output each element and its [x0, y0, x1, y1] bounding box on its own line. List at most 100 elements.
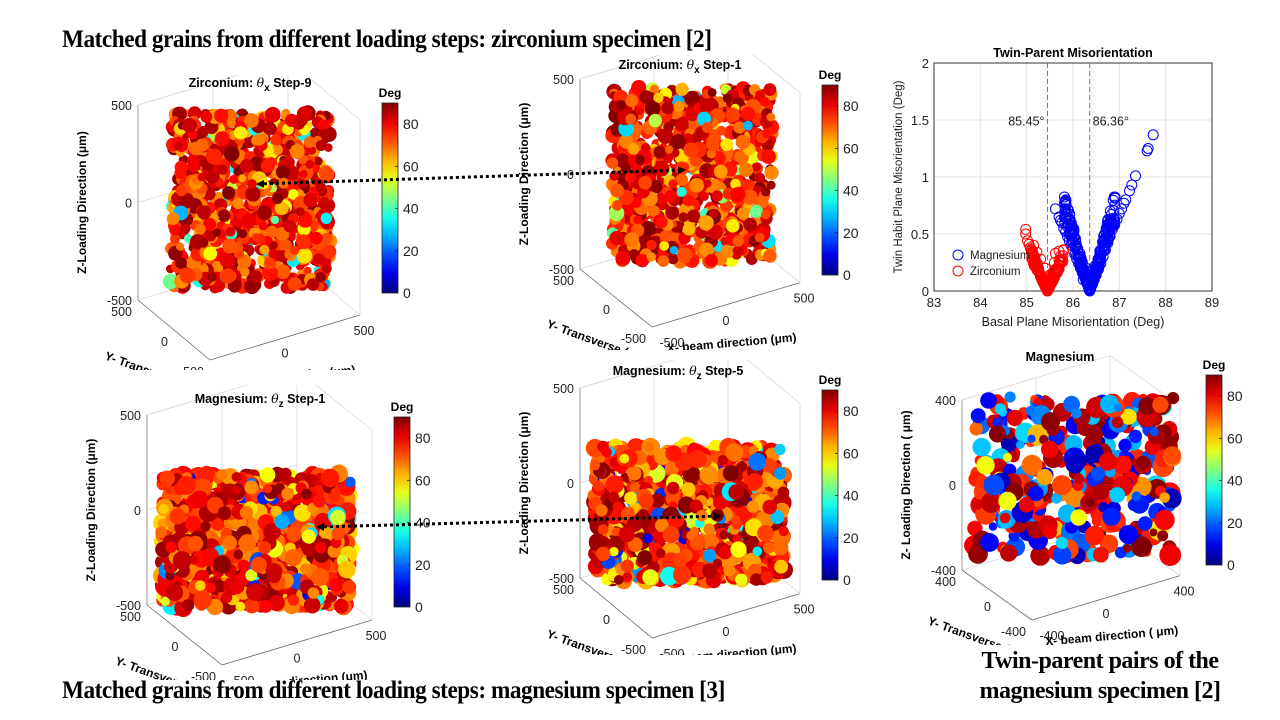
x-tick-label: 0 [294, 652, 301, 666]
grain [266, 568, 282, 584]
data-point [1032, 263, 1044, 274]
grain [764, 165, 779, 180]
grain [754, 232, 765, 243]
grain [606, 157, 619, 169]
grain [675, 82, 689, 96]
grain [730, 187, 746, 202]
z-tick-label: 400 [935, 394, 956, 408]
grain [322, 244, 337, 259]
grain [740, 106, 756, 121]
grain [673, 101, 685, 113]
grain [762, 499, 777, 515]
grain [1111, 416, 1124, 428]
x-tick-label: 87 [1112, 295, 1126, 310]
grain [1118, 525, 1138, 545]
colorbar-tick-label: 60 [415, 472, 431, 488]
grain [1028, 485, 1044, 502]
grain [698, 98, 714, 114]
grain [609, 547, 619, 557]
grain [646, 252, 656, 262]
grain [643, 441, 655, 453]
grain [190, 490, 209, 509]
grain [699, 465, 719, 485]
grain [246, 583, 264, 601]
grain [689, 155, 702, 167]
grain [735, 134, 751, 150]
grain [970, 408, 986, 424]
grain [707, 88, 717, 97]
grain [752, 162, 761, 172]
colorbar-tick-label: 80 [403, 116, 419, 132]
grain [667, 253, 679, 265]
grain [229, 174, 239, 184]
grain [238, 229, 248, 239]
grain [595, 504, 608, 517]
grain [330, 509, 346, 526]
grain [320, 468, 340, 488]
grain [1043, 525, 1057, 540]
grid-line [961, 377, 1037, 401]
grain [748, 452, 767, 471]
grain-cloud [162, 105, 338, 295]
grain [270, 505, 282, 518]
x-axis-label: X- beam direction (μm) [225, 363, 356, 370]
grain [701, 122, 713, 133]
grain [752, 546, 763, 557]
grain [1050, 492, 1063, 504]
grain [185, 515, 201, 532]
grid-line [137, 299, 211, 361]
data-point [1074, 250, 1086, 262]
colorbar [1205, 374, 1223, 566]
plot-title: Zirconium: θx Step-9 [189, 75, 312, 94]
grain [226, 118, 237, 128]
grain [777, 486, 790, 499]
grain [653, 92, 664, 103]
grain [972, 437, 991, 457]
data-point [1102, 215, 1114, 227]
plot-title: Magnesium: θz Step-5 [613, 363, 744, 382]
colorbar [393, 416, 411, 608]
grain [627, 142, 640, 155]
colorbar [821, 389, 839, 581]
grain [650, 493, 665, 508]
x-tick-label: 83 [927, 295, 941, 310]
y-tick-label: -500 [621, 643, 646, 655]
grain [188, 141, 203, 155]
grain [726, 219, 740, 233]
grain [689, 257, 699, 266]
grain [314, 542, 327, 554]
grain [342, 579, 357, 594]
grain [1025, 521, 1035, 531]
grain [778, 526, 789, 537]
grain [1114, 403, 1123, 412]
grain [160, 596, 170, 606]
grain [158, 503, 169, 515]
grain [677, 247, 693, 264]
grain [737, 207, 750, 220]
grain [259, 599, 273, 613]
grain [303, 136, 316, 148]
x-tick-label: 400 [1174, 585, 1195, 599]
grain [317, 119, 329, 131]
grain [720, 138, 734, 151]
x-tick-label: -500 [659, 336, 684, 350]
grain [1109, 487, 1126, 503]
z-tick-label: 0 [125, 197, 132, 211]
grain [189, 555, 199, 565]
grain [1091, 515, 1103, 527]
colorbar-tick-label: 80 [843, 403, 859, 419]
grain [260, 158, 275, 173]
z-tick-label: -400 [931, 564, 956, 578]
grain [1152, 396, 1169, 413]
grain [239, 505, 254, 520]
grain [713, 164, 728, 179]
grain [315, 271, 326, 283]
grain [664, 145, 674, 154]
colorbar-tick-label: 40 [843, 183, 859, 199]
grain [196, 205, 212, 220]
grain [283, 156, 295, 168]
grain [725, 107, 740, 122]
grid-line [305, 75, 361, 121]
grain [706, 149, 716, 159]
colorbar-tick-label: 0 [403, 285, 411, 301]
